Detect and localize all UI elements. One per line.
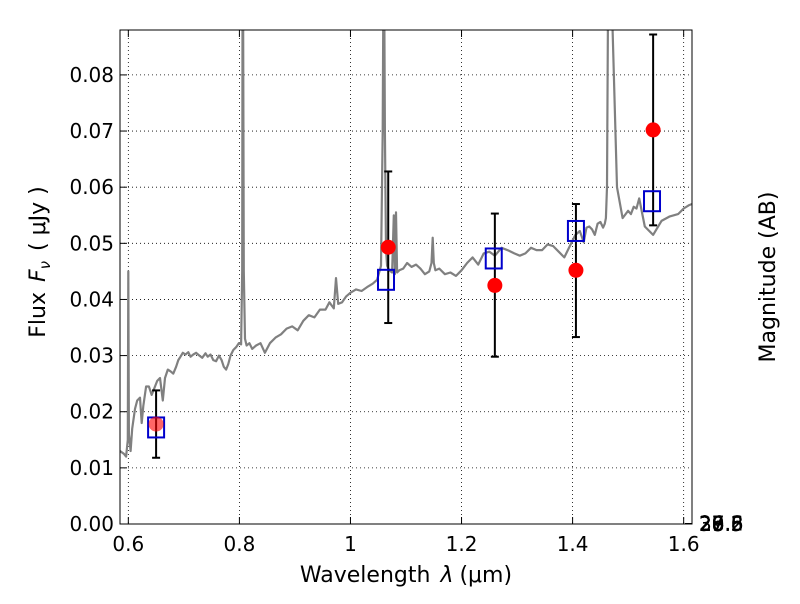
- model-photometry-series: [147, 190, 662, 439]
- model-photometry-point: [643, 190, 662, 213]
- observed-photometry-point: [568, 262, 584, 278]
- x-axis-label: Wavelength λ (μm): [300, 563, 512, 588]
- observed-photometry-point: [645, 122, 661, 138]
- plot-frame: [119, 29, 693, 525]
- x-tick-label: 1.4: [557, 532, 589, 556]
- model-photometry-point: [377, 268, 396, 291]
- y-tick-label: 0.08: [69, 63, 114, 87]
- magnitude-tick-label: 27.2: [699, 512, 744, 536]
- x-tick-label: 1.2: [446, 532, 478, 556]
- y-tick-label: 0.06: [69, 175, 114, 199]
- observed-photometry-series: [148, 122, 661, 432]
- model-photometry-point: [484, 247, 503, 270]
- magnitude-tick-label: 27: [699, 512, 724, 536]
- y-tick-label: 0.04: [69, 287, 114, 311]
- spectrum-series: [120, 30, 692, 458]
- x-tick-label: 0.8: [223, 532, 255, 556]
- grid-lines: [120, 30, 692, 525]
- y-axis-label: FluxFν( μJy ): [26, 186, 54, 337]
- y-axis-ticks: 0.00 0.01 0.02 0.03 0.04 0.05 0.06 0.07 0.08: [69, 63, 127, 536]
- magnitude-tick-label: 26.6: [699, 512, 744, 536]
- y-tick-label: 0.03: [69, 344, 114, 368]
- y-tick-label: 0.02: [69, 400, 114, 424]
- magnitude-tick-label: 28: [699, 512, 724, 536]
- observed-photometry-point: [487, 277, 503, 293]
- magnitude-tick-label: 30: [699, 512, 724, 536]
- observed-photometry-point: [148, 416, 164, 432]
- y-tick-label: 0.05: [69, 231, 114, 255]
- y-tick-label: 0.00: [69, 512, 114, 536]
- x-tick-label: 1: [344, 532, 357, 556]
- observed-photometry-point: [380, 239, 396, 255]
- spectrum-line: [120, 30, 692, 458]
- error-bars: [152, 33, 658, 459]
- magnitude-tick-label: 29: [699, 512, 724, 536]
- y-tick-label: 0.01: [69, 456, 114, 480]
- y-tick-label: 0.07: [69, 119, 114, 143]
- model-photometry-point: [566, 219, 585, 242]
- magnitude-tick-label: 27.5: [699, 512, 744, 536]
- magnitude-tick-label: 26.8: [699, 512, 744, 536]
- magnitude-axis-label: Magnitude (AB): [756, 192, 781, 363]
- x-axis-ticks: 0.6 0.8 1 1.2 1.4 1.6: [112, 30, 700, 556]
- x-tick-label: 1.6: [668, 532, 700, 556]
- magnitude-tick-label: 28.5: [699, 512, 744, 536]
- x-tick-label: 0.6: [112, 532, 144, 556]
